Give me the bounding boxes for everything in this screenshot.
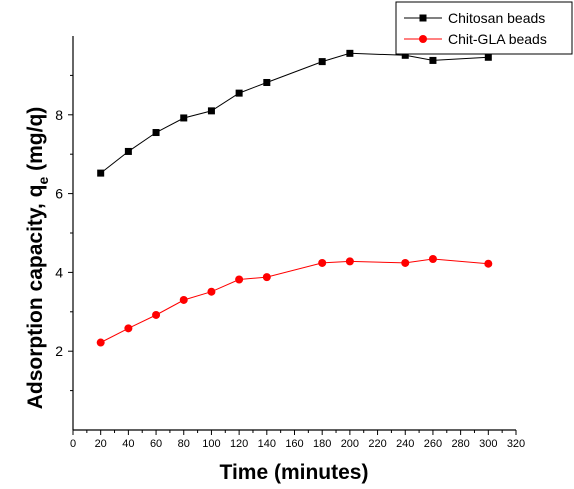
y-axis-title-subscript: e [35, 176, 51, 184]
data-point [235, 89, 243, 97]
data-point [484, 53, 492, 61]
x-tick-label: 20 [95, 438, 107, 450]
data-point [401, 258, 410, 267]
y-axis-title-main: Adsorption capacity, q [24, 184, 47, 409]
x-tick-label: 300 [479, 438, 497, 450]
series-1 [97, 49, 492, 177]
y-tick-label: 8 [55, 107, 63, 123]
x-tick-label: 60 [150, 438, 162, 450]
data-point [124, 324, 133, 333]
data-point [124, 147, 132, 155]
series-2 [96, 255, 493, 347]
series-line [100, 52, 489, 174]
x-axis-ticks: 0 20 40 60 80 100 120 140 160 180 200 220 240 260 280 3… [70, 430, 525, 450]
x-tick-label: 260 [424, 438, 442, 450]
data-point [346, 49, 354, 57]
data-point [152, 310, 161, 319]
data-point [345, 257, 354, 266]
data-point [318, 258, 327, 267]
y-axis-ticks: 2 4 6 8 [55, 74, 73, 392]
data-point [429, 56, 437, 64]
data-point [207, 287, 216, 296]
data-point [318, 58, 326, 66]
x-tick-label: 160 [285, 438, 303, 450]
data-point [235, 275, 244, 284]
legend-box [395, 1, 573, 55]
x-tick-label: 140 [258, 438, 276, 450]
y-tick-label: 6 [55, 186, 63, 202]
y-tick-label: 4 [55, 264, 63, 280]
legend-marker [419, 14, 427, 22]
x-tick-label: 220 [368, 438, 386, 450]
data-point [96, 338, 105, 347]
data-point [179, 295, 188, 304]
series-line [100, 258, 489, 343]
x-tick-label: 280 [451, 438, 469, 450]
legend-label: Chitosan beads [448, 10, 545, 26]
x-tick-label: 180 [313, 438, 331, 450]
x-tick-label: 80 [178, 438, 190, 450]
data-point [263, 78, 271, 86]
data-point [484, 259, 493, 268]
plot-frame [72, 36, 516, 431]
data-point [428, 255, 437, 264]
x-axis-title: Time (minutes) [220, 461, 369, 484]
x-tick-label: 100 [202, 438, 220, 450]
data-point [97, 169, 105, 177]
x-tick-label: 240 [396, 438, 414, 450]
x-tick-label: 40 [122, 438, 134, 450]
legend: Chitosan beads Chit-GLA beads [395, 1, 573, 55]
legend-marker [419, 35, 427, 43]
data-point [207, 107, 215, 115]
data-point [401, 51, 409, 59]
data-point [262, 273, 271, 282]
x-tick-label: 120 [230, 438, 248, 450]
series-layer [96, 49, 493, 347]
legend-label: Chit-GLA beads [448, 31, 547, 47]
x-tick-label: 320 [507, 438, 525, 450]
data-point [180, 114, 188, 122]
y-axis-title-unit: (mg/q) [24, 107, 47, 177]
x-tick-label: 200 [341, 438, 359, 450]
data-point [152, 129, 160, 137]
x-tick-label: 0 [70, 438, 76, 450]
y-tick-label: 2 [55, 343, 63, 359]
y-axis-title: Adsorption capacity, qe (mg/q) [24, 107, 51, 410]
